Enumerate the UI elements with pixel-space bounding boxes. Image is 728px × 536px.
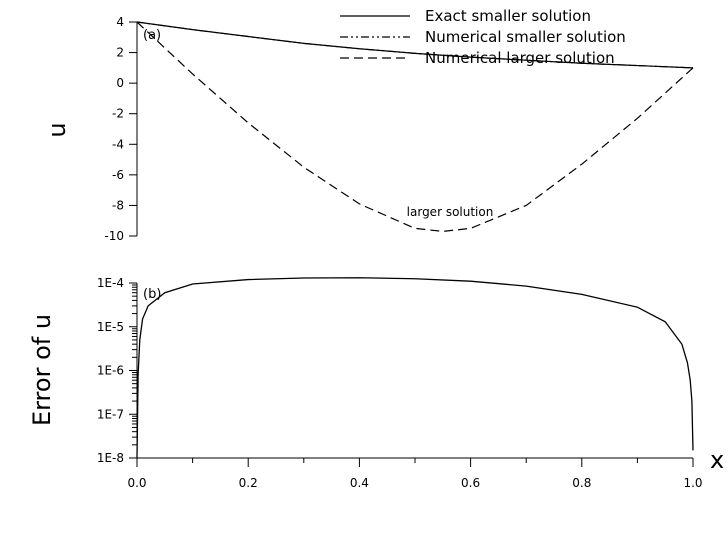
panel-b-y-tick-label: 1E-6 — [97, 364, 124, 378]
panel-a-y-tick-label: -8 — [112, 198, 124, 212]
panel-b-series-group — [136, 277, 694, 459]
panel-a-y-tick-label: -2 — [112, 107, 124, 121]
panel-b-y-axis-title: Error of u — [28, 314, 56, 426]
panel-b-y-tick-label: 1E-7 — [97, 407, 124, 421]
legend-label-1: Exact smaller solution — [425, 7, 591, 25]
panel-a-legend: Exact smaller solution Numerical smaller … — [340, 7, 626, 67]
panel-a-y-tick-label: 0 — [116, 76, 124, 90]
legend-label-2: Numerical smaller solution — [425, 28, 626, 46]
panel-a-y-tick-label: -10 — [104, 229, 124, 243]
panel-a-y-tick-label: 2 — [116, 46, 124, 60]
panel-b-label: (b) — [143, 287, 161, 302]
panel-a-y-ticks: 4 2 0 -2 -4 -6 -8 -10 — [104, 15, 137, 243]
panel-a-y-tick-label: 4 — [116, 15, 124, 29]
panel-b-y-ticks: 1E-4 1E-5 1E-6 1E-7 1E-8 — [97, 276, 137, 465]
x-tick-label: 0.6 — [461, 476, 480, 490]
x-tick-label: 0.4 — [350, 476, 369, 490]
panel-a-series-group — [136, 21, 694, 233]
x-axis-title: x — [710, 446, 724, 474]
panel-a-y-tick-label: -6 — [112, 168, 124, 182]
panel-b-x-ticks: 0.0 0.2 0.4 0.6 0.8 1.0 — [127, 458, 703, 490]
panel-b: 1E-41E-51E-61E-71E-8 0.0 0.2 0.4 0.6 0.8 1.0 … — [28, 276, 724, 490]
panel-b-y-tick-label: 1E-8 — [97, 451, 124, 465]
panel-a-y-tick-label: -4 — [112, 137, 124, 151]
x-tick-label: 0.2 — [239, 476, 258, 490]
panel-a-series-line-2 — [136, 21, 694, 69]
panel-b-y-tick-label: 1E-4 — [97, 276, 124, 290]
legend-label-3: Numerical larger solution — [425, 49, 615, 67]
panel-b-y-tick-label: 1E-5 — [97, 320, 124, 334]
panel-a: 420-2-4-6-8-10 (a) u larger solution Exa… — [43, 7, 694, 243]
larger-solution-annotation: larger solution — [407, 205, 494, 219]
x-tick-label: 0.0 — [127, 476, 146, 490]
panel-a-y-axis-title: u — [43, 122, 71, 137]
panel-b-error-line — [136, 277, 694, 459]
x-tick-label: 0.8 — [572, 476, 591, 490]
x-tick-label: 1.0 — [683, 476, 702, 490]
